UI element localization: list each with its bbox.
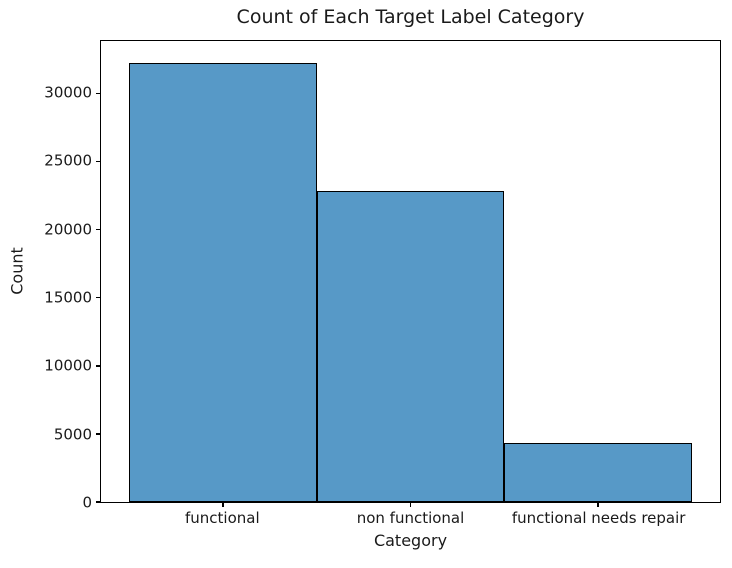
bar-non-functional bbox=[316, 191, 505, 502]
x-axis-tick-labels: functional non functional functional needs… bbox=[100, 509, 721, 529]
y-tick-label: 15000 bbox=[44, 288, 92, 307]
y-tick-mark bbox=[96, 365, 100, 367]
y-tick-mark bbox=[96, 229, 100, 231]
chart-title: Count of Each Target Label Category bbox=[236, 6, 585, 28]
y-tick-mark bbox=[96, 297, 100, 299]
bar-functional-needs-repair bbox=[504, 443, 692, 502]
y-axis-tick-labels: 0 5000 10000 15000 20000 25000 30000 bbox=[0, 40, 92, 510]
x-tick-label: functional bbox=[184, 509, 260, 527]
x-tick-mark bbox=[222, 503, 224, 507]
y-tick-label: 25000 bbox=[44, 151, 92, 170]
x-tick-label: functional needs repair bbox=[511, 509, 686, 527]
y-tick-mark bbox=[96, 161, 100, 163]
y-tick-mark bbox=[96, 433, 100, 435]
y-tick-label: 5000 bbox=[53, 425, 92, 444]
y-tick-label: 30000 bbox=[44, 83, 92, 102]
x-tick-mark bbox=[409, 503, 412, 507]
y-tick-label: 10000 bbox=[44, 356, 92, 375]
x-axis-label: Category bbox=[373, 531, 448, 550]
y-tick-mark bbox=[96, 93, 100, 95]
y-tick-label: 0 bbox=[82, 493, 92, 512]
x-tick-label: non functional bbox=[356, 509, 465, 527]
y-tick-mark bbox=[96, 501, 100, 503]
bar-functional bbox=[129, 62, 317, 502]
plot-area bbox=[96, 40, 721, 507]
x-tick-mark bbox=[597, 503, 599, 507]
y-tick-label: 20000 bbox=[44, 220, 92, 239]
